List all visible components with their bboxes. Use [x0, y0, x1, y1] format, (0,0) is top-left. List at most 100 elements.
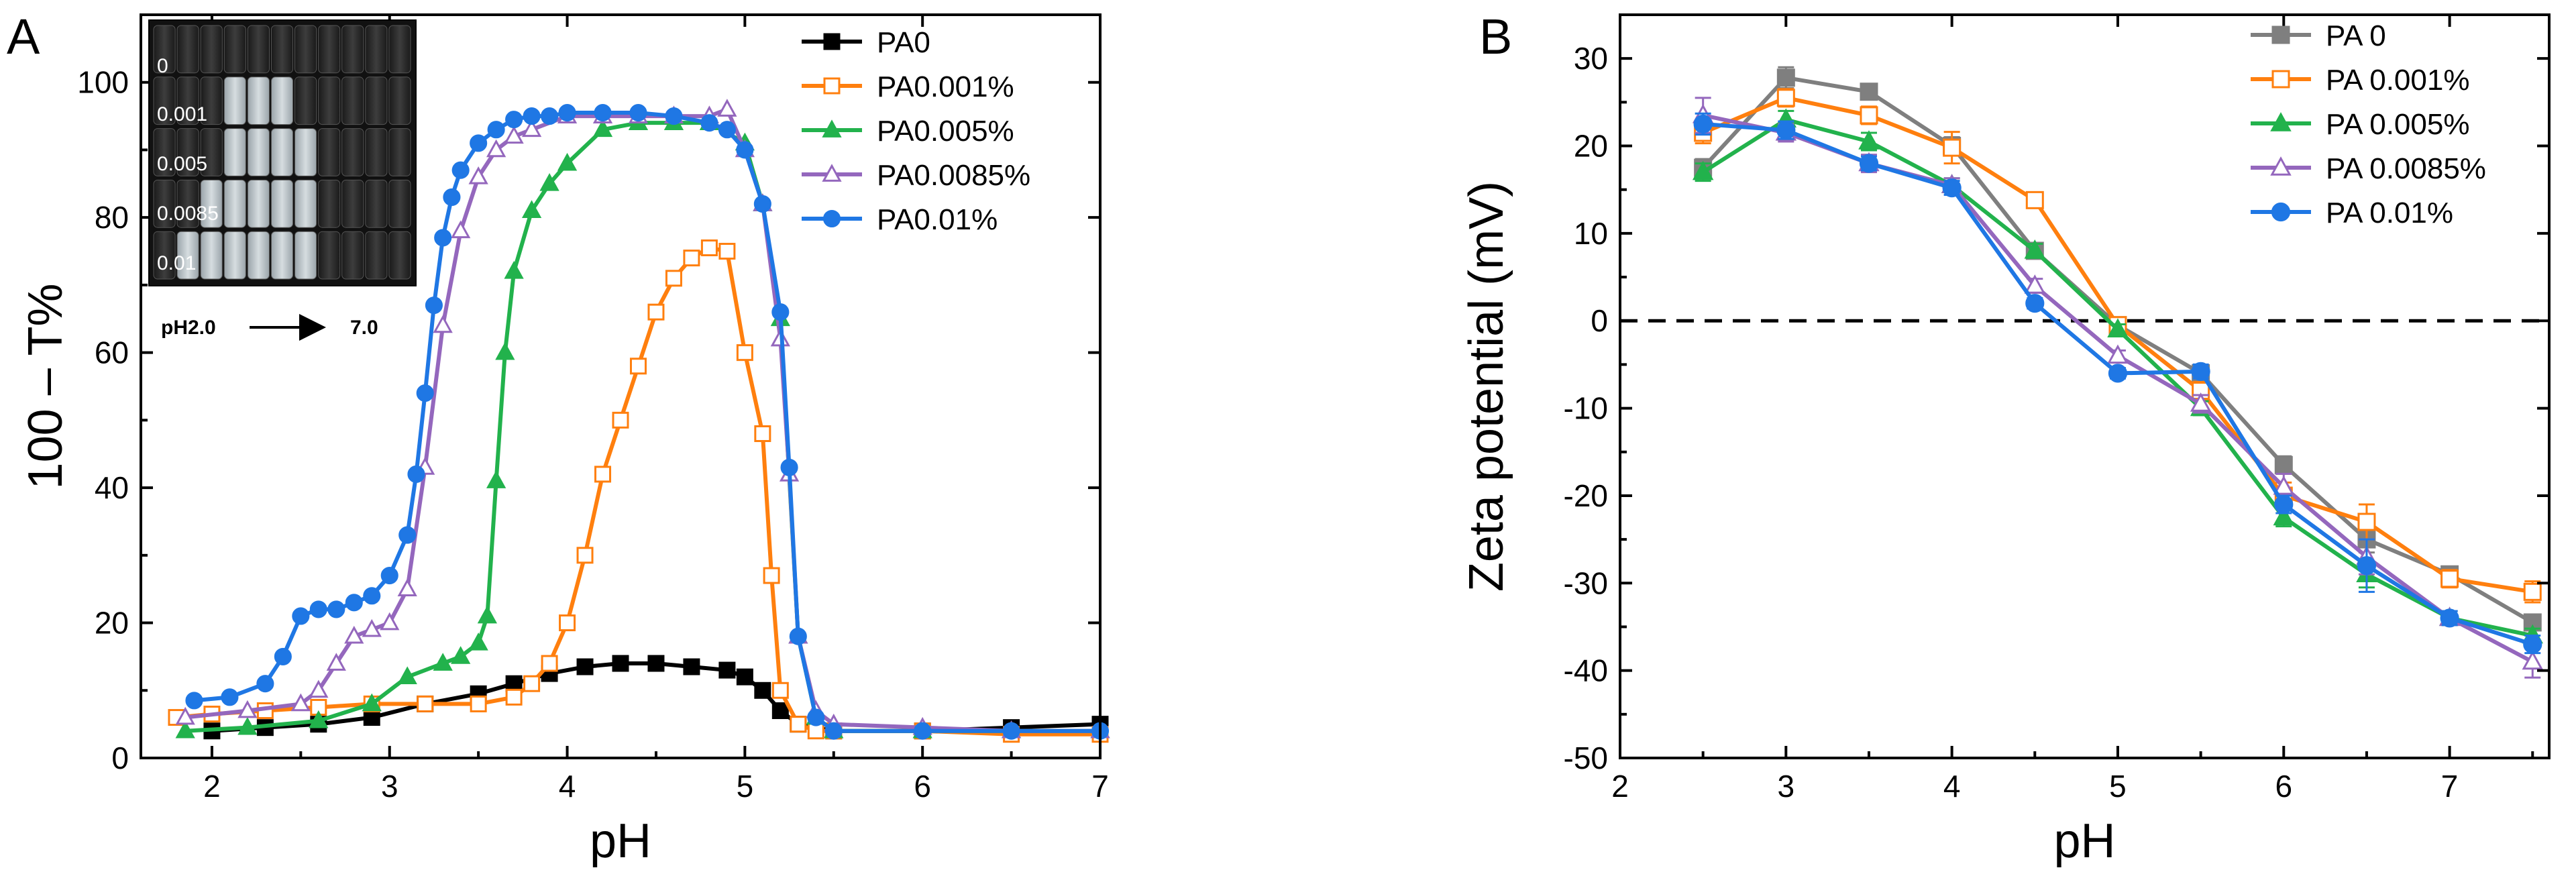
data-point: [504, 125, 524, 144]
inset-vial: [318, 25, 341, 74]
y-tick-label: 0: [1591, 303, 1608, 338]
data-point: [576, 547, 594, 564]
data-point: [486, 470, 506, 488]
data-point: [416, 384, 434, 402]
x-tick-label: 3: [1778, 769, 1795, 804]
y-tick-label: 30: [1574, 41, 1608, 76]
legend-label: PA 0.001%: [2326, 64, 2469, 97]
legend-item: PA 0.001%: [2251, 64, 2469, 97]
inset-vial: [294, 179, 317, 228]
data-point: [736, 668, 753, 686]
data-point: [309, 600, 327, 618]
data-point: [629, 104, 647, 122]
data-point: [647, 655, 665, 672]
inset-vial: [270, 231, 294, 280]
data-point: [2025, 191, 2044, 209]
data-point: [665, 107, 683, 125]
data-point: [754, 425, 771, 443]
data-point: [468, 633, 488, 651]
plot-frame: [1619, 13, 2551, 759]
y-tick-label: -10: [1564, 391, 1608, 426]
data-point: [486, 139, 506, 158]
data-point: [780, 458, 798, 476]
inset-row-label: 0.0085: [157, 203, 219, 225]
inset-vial-grid: [153, 25, 411, 280]
data-point: [541, 107, 559, 125]
data-point: [754, 682, 771, 699]
series-line: [176, 246, 1100, 737]
inset-vial: [341, 25, 364, 74]
data-point: [362, 693, 382, 712]
data-point: [700, 239, 718, 257]
data-point: [521, 200, 542, 218]
x-tick-label: 4: [1943, 769, 1961, 804]
inset-vial: [247, 25, 270, 74]
turbidity-photo-inset: 0 0.001 0.005 0.0085 0.01 pH2.0 7.0: [148, 19, 417, 341]
data-point: [2523, 635, 2542, 654]
inset-row-label: 0.001: [157, 103, 207, 125]
data-point: [505, 111, 523, 129]
y-tick-label: 0: [111, 741, 129, 775]
inset-vial: [341, 179, 364, 228]
legend-item: PA 0: [2251, 19, 2386, 52]
data-point: [468, 166, 488, 184]
legend-item: PA0.01%: [802, 203, 998, 236]
inset-vial: [294, 231, 317, 280]
inset-vial: [176, 179, 199, 228]
inset-vial: [153, 128, 176, 176]
x-axis-title: pH: [590, 814, 651, 868]
legend-item: PA0.001%: [802, 70, 1014, 103]
y-tick-label: -50: [1564, 741, 1608, 775]
y-tick-label: -20: [1564, 478, 1608, 513]
data-point: [380, 566, 398, 585]
data-point: [1776, 68, 1795, 87]
inset-vial: [247, 128, 270, 176]
inset-vial: [176, 25, 199, 74]
inset-vial: [200, 128, 223, 176]
data-point: [362, 618, 382, 637]
data-point: [327, 600, 345, 618]
legend-marker: [2271, 25, 2290, 44]
inset-vial: [365, 231, 388, 280]
legend-label: PA0.01%: [877, 203, 998, 236]
inset-vial: [247, 179, 270, 228]
inset-vial: [270, 179, 294, 228]
data-point: [807, 708, 825, 726]
data-point: [789, 627, 807, 645]
data-point: [2107, 318, 2129, 337]
data-point: [539, 173, 559, 191]
data-point: [1942, 178, 1962, 198]
legend-marker: [2271, 202, 2291, 222]
inset-vial: [176, 128, 199, 176]
data-point: [559, 614, 576, 632]
data-point: [2024, 239, 2046, 259]
data-point: [380, 612, 400, 631]
legend-item: PA0.0085%: [802, 159, 1030, 192]
data-point: [487, 121, 505, 139]
data-point: [612, 411, 629, 429]
panel-b-legend: PA 0 PA 0.001% PA 0.005% PA 0.0085% PA 0.01%: [2251, 19, 2486, 229]
legend-item: PA0.005%: [802, 115, 1014, 148]
panel-a-legend: PA0 PA0.001% PA0.005% PA0.0085% PA0.01%: [802, 26, 1030, 236]
data-point: [326, 653, 346, 671]
data-point: [477, 605, 498, 624]
inset-vial: [223, 128, 246, 176]
legend-marker: [822, 119, 842, 138]
inset-vial: [318, 231, 341, 280]
data-point: [771, 702, 789, 719]
data-point: [523, 107, 541, 125]
inset-vial: [247, 231, 270, 280]
data-point: [2273, 506, 2295, 526]
data-point: [407, 465, 425, 483]
legend-item: PA 0.005%: [2251, 108, 2469, 141]
inset-vial: [153, 25, 176, 74]
data-point: [558, 104, 576, 122]
data-point: [647, 303, 665, 321]
inset-vial: [318, 128, 341, 176]
legend-item: PA 0.01%: [2251, 197, 2453, 229]
data-point: [290, 693, 311, 712]
inset-ph-end-label: 7.0: [350, 317, 378, 339]
y-axis-title: 100 – T%: [19, 284, 72, 490]
series-PA0.001%: [168, 239, 1109, 743]
data-point: [495, 341, 515, 360]
